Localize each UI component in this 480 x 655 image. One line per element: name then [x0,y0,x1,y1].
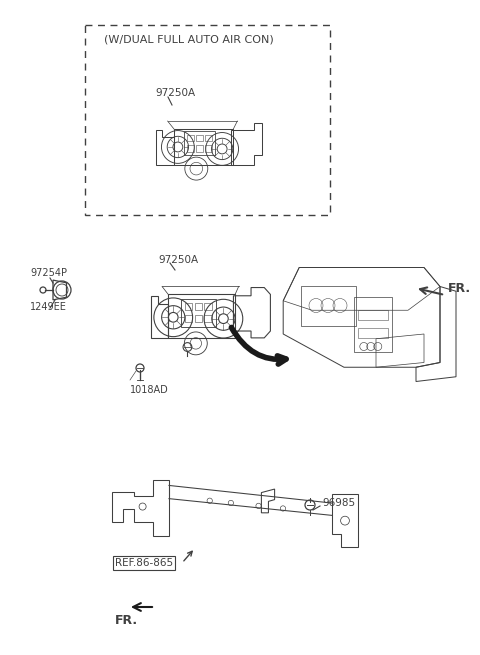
Text: 1018AD: 1018AD [130,385,169,395]
Text: REF.86-865: REF.86-865 [115,558,173,568]
Text: FR.: FR. [115,614,138,627]
Text: 97250A: 97250A [158,255,198,265]
Text: 97250A: 97250A [155,88,195,98]
Text: 97254P: 97254P [30,268,67,278]
Text: 96985: 96985 [322,498,355,508]
Text: (W/DUAL FULL AUTO AIR CON): (W/DUAL FULL AUTO AIR CON) [104,35,274,45]
Text: FR.: FR. [448,282,471,295]
Text: 1249EE: 1249EE [30,302,67,312]
